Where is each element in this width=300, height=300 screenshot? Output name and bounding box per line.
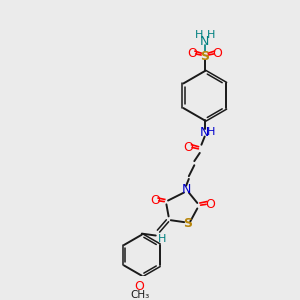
Text: O: O (212, 47, 222, 60)
Text: S: S (183, 217, 192, 230)
Text: O: O (150, 194, 160, 207)
Text: S: S (200, 50, 209, 63)
Text: N: N (200, 126, 209, 139)
Text: N: N (182, 183, 191, 196)
Text: CH₃: CH₃ (130, 290, 149, 300)
Text: H: H (158, 234, 166, 244)
Text: O: O (205, 198, 215, 211)
Text: O: O (135, 280, 145, 292)
Text: H: H (206, 30, 215, 40)
Text: N: N (200, 34, 209, 48)
Text: O: O (183, 141, 193, 154)
Text: H: H (194, 30, 203, 40)
Text: O: O (188, 47, 197, 60)
Text: H: H (206, 128, 215, 137)
